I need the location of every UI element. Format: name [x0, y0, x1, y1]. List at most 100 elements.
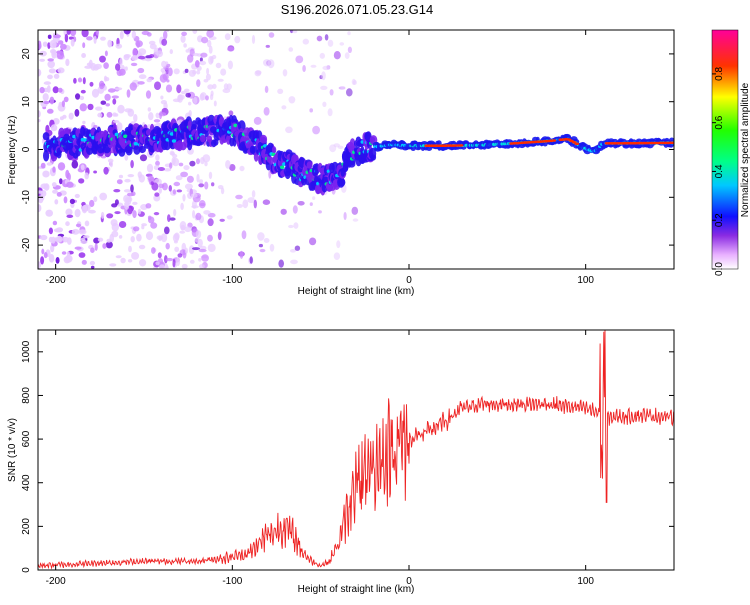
- spectrogram-noise-cell: [210, 56, 214, 64]
- spectrogram-ridge-outer: [271, 146, 277, 154]
- spectrogram-noise-cell: [263, 238, 270, 243]
- spectrogram-noise-cell: [198, 248, 207, 253]
- spectrogram-noise-cell: [127, 108, 135, 117]
- spectrogram-noise-cell: [207, 84, 214, 90]
- spectrogram-noise-cell: [344, 52, 350, 59]
- spectrogram-noise-cell: [255, 70, 262, 75]
- spectrogram-ridge-outer: [138, 145, 146, 154]
- spectrogram-noise-cell: [161, 60, 167, 68]
- spectrogram-noise-cell: [124, 202, 130, 210]
- spectrogram-ridge-peak: [670, 141, 674, 145]
- spectrogram-noise-cell: [116, 179, 123, 185]
- spectrogram-noise-cell: [98, 80, 105, 90]
- spectrogram-noise-cell: [86, 36, 93, 41]
- spectrogram-noise-cell: [321, 71, 326, 81]
- spectrogram-noise-cell: [165, 257, 174, 262]
- snr-y-tick-label: 1000: [21, 340, 32, 363]
- spectrogram-ridge-outer: [306, 161, 313, 169]
- spectrogram-noise-cell: [148, 112, 154, 121]
- spectrogram-noise-cell: [56, 235, 63, 243]
- spectrogram-noise-cell: [38, 261, 41, 269]
- spectrogram-noise-cell: [236, 204, 243, 208]
- spectrogram-noise-cell: [105, 103, 110, 107]
- spectrogram-noise-cell: [282, 69, 288, 77]
- spectrogram-noise-cell: [162, 73, 169, 81]
- spectrogram-noise-cell: [139, 259, 147, 267]
- spectrogram-noise-cell: [112, 98, 117, 105]
- spectrogram-noise-cell: [186, 175, 194, 183]
- spectrogram-noise-cell: [160, 95, 164, 100]
- spectrogram-noise-cell: [61, 100, 65, 108]
- spectrogram-noise-cell: [208, 171, 213, 180]
- spectrogram-ridge-outer: [199, 134, 206, 143]
- spectrogram-noise-cell: [242, 199, 249, 209]
- spectrogram-noise-cell: [295, 55, 304, 64]
- spectrogram-noise-cell: [48, 68, 57, 74]
- spectrogram-noise-cell: [292, 205, 298, 214]
- spectrogram-noise-cell: [189, 259, 195, 264]
- spectrogram-noise-cell: [184, 68, 189, 73]
- spectrogram-noise-cell: [89, 260, 95, 266]
- spectrogram-noise-cell: [167, 214, 171, 223]
- spectrogram-ridge-peak: [574, 142, 580, 146]
- spectrogram-noise-cell: [77, 77, 83, 83]
- spectrogram-noise-cell: [48, 253, 55, 263]
- spectrogram-noise-cell: [132, 47, 138, 57]
- spectrogram-noise-cell: [103, 166, 109, 175]
- spectrogram-noise-cell: [91, 88, 100, 98]
- spectrogram-noise-cell: [47, 60, 55, 69]
- spectrogram-noise-cell: [165, 265, 169, 269]
- spectrogram-noise-cell: [107, 88, 116, 93]
- spectrogram-noise-cell: [249, 256, 253, 264]
- spectrogram-noise-cell: [66, 214, 74, 218]
- spectrogram-noise-cell: [288, 47, 294, 52]
- spectrogram-noise-cell: [47, 108, 54, 114]
- spectrogram-noise-cell: [148, 40, 156, 46]
- spectrogram-noise-cell: [163, 168, 172, 172]
- spectrogram-noise-cell: [137, 208, 142, 215]
- snr-marks: [38, 330, 674, 570]
- spectrogram-marks: [38, 30, 674, 269]
- spectrogram-noise-cell: [172, 258, 176, 268]
- spectrogram-noise-cell: [84, 172, 89, 180]
- spectrogram-noise-cell: [39, 50, 47, 57]
- spectrogram-noise-cell: [333, 252, 341, 260]
- spectrogram-noise-cell: [290, 249, 296, 253]
- spectrogram-noise-cell: [199, 179, 203, 184]
- spectrogram-noise-cell: [86, 62, 92, 66]
- spectrogram-noise-cell: [137, 171, 142, 179]
- spectrogram-noise-cell: [153, 212, 160, 216]
- spectrogram-noise-cell: [347, 46, 352, 53]
- spectrogram-noise-cell: [79, 103, 88, 112]
- spectrogram-noise-cell: [196, 79, 201, 87]
- spectrogram-noise-cell: [339, 42, 345, 46]
- spectrogram-noise-cell: [84, 220, 90, 227]
- snr-y-tick-label: 800: [21, 387, 32, 404]
- spectrogram-noise-cell: [89, 199, 95, 208]
- spectrogram-noise-cell: [59, 178, 63, 185]
- spectrogram-noise-cell: [51, 236, 56, 244]
- spectrogram-noise-cell: [206, 30, 215, 38]
- spectrogram-noise-cell: [226, 83, 232, 90]
- spectrogram-noise-cell: [337, 145, 344, 149]
- spectrogram-noise-cell: [38, 204, 42, 212]
- spectrogram-noise-cell: [88, 209, 96, 214]
- spectrogram-noise-cell: [81, 205, 88, 214]
- spectrogram-noise-cell: [62, 114, 67, 119]
- spectrogram-noise-cell: [220, 68, 227, 76]
- spectrogram-noise-cell: [309, 108, 314, 113]
- spectrogram-y-tick-label: 10: [21, 96, 32, 108]
- spectrogram-noise-cell: [114, 113, 119, 117]
- spectrogram-noise-cell: [327, 39, 334, 47]
- spectrogram-noise-cell: [281, 105, 287, 110]
- colorbar-ticks: 0.0 0.2 0.4 0.6 0.8: [712, 67, 725, 276]
- spectrogram-noise-cell: [145, 90, 152, 99]
- spectrogram-noise-cell: [71, 160, 79, 169]
- spectrogram-noise-cell: [158, 235, 162, 242]
- spectrogram-noise-cell: [267, 59, 275, 69]
- spectrogram-noise-cell: [329, 89, 334, 96]
- spectrogram-noise-cell: [100, 36, 106, 41]
- spectrogram-noise-cell: [65, 221, 70, 227]
- spectrogram-noise-cell: [226, 215, 233, 220]
- spectrogram-noise-cell: [138, 244, 146, 250]
